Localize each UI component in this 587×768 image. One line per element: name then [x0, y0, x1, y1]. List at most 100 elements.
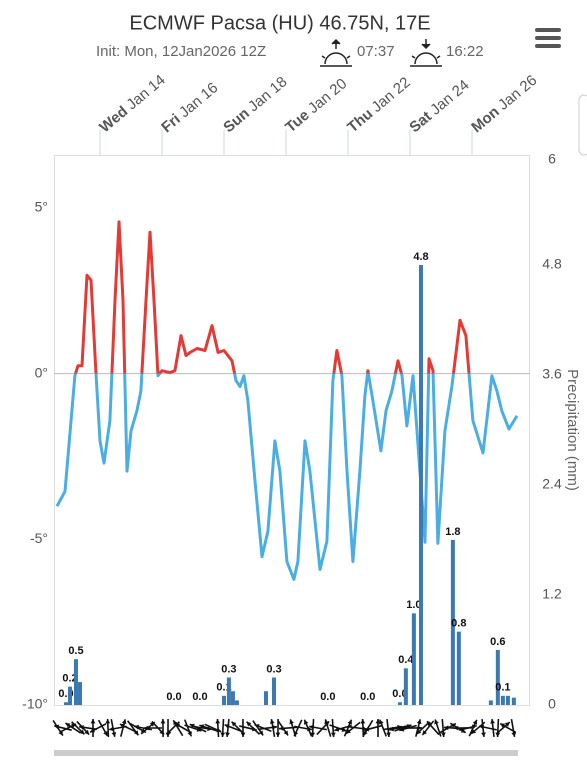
wind-arrow-head — [289, 719, 294, 725]
wind-arrow-head — [454, 725, 459, 731]
wind-arrow-head — [258, 730, 264, 736]
wind-arrow-head — [224, 724, 230, 729]
wind-arrow-head — [90, 728, 96, 733]
day-label: TueJan 20 — [282, 75, 350, 136]
wind-arrow-head — [215, 719, 221, 724]
precip-label: 0.5 — [68, 645, 83, 657]
precip-label: 0.3 — [221, 663, 236, 675]
precip-label: 0.0 — [166, 691, 181, 703]
precip-bar — [226, 677, 231, 705]
wind-arrow-head — [84, 729, 90, 735]
y-tick-label: -5° — [30, 530, 48, 546]
precip-bar — [495, 650, 500, 705]
wind-arrow-head — [134, 724, 139, 730]
wind-arrow-head — [225, 732, 230, 737]
day-date: Jan 26 — [495, 72, 540, 114]
wind-arrow-head — [166, 729, 172, 735]
day-weekday: Wed — [96, 103, 131, 136]
precip-bar — [505, 695, 510, 705]
precip-label: 0.3 — [266, 663, 281, 675]
precip-bar — [500, 695, 505, 705]
scrollbar — [578, 94, 587, 156]
wind-arrow-head — [269, 719, 275, 724]
wind-arrow-head — [347, 719, 352, 725]
precip-bar — [450, 540, 455, 705]
wind-arrow-head — [310, 732, 316, 737]
wind-arrow-head — [399, 727, 405, 732]
y2-tick-label: 3.6 — [542, 366, 562, 382]
precip-bar — [271, 677, 276, 705]
wind-arrow-head — [254, 724, 260, 729]
wind-arrow-head — [309, 724, 314, 730]
navigator — [54, 750, 518, 756]
precip-label: 1.8 — [445, 526, 460, 538]
wind-arrow-head — [79, 729, 85, 735]
wind-arrow-head — [416, 719, 422, 725]
wind-arrow-head — [173, 720, 178, 726]
wind-arrow-head — [416, 729, 422, 735]
y2-tick-label: 2.4 — [542, 476, 562, 492]
wind-arrow-head — [283, 730, 289, 736]
wind-arrow-head — [103, 730, 108, 736]
precip-label: 0.0 — [320, 691, 335, 703]
precip-bar — [411, 613, 416, 705]
precip-bar — [230, 691, 235, 705]
wind-arrow-head — [511, 732, 517, 737]
wind-arrow-head — [160, 719, 166, 724]
precip-bar — [403, 668, 408, 705]
wind-arrow-head — [364, 726, 370, 732]
precip-bar — [397, 702, 402, 705]
sunrise-time: 07:37 — [357, 43, 395, 60]
wind-arrow-head — [444, 725, 449, 731]
y-tick-label: 5° — [35, 199, 48, 215]
day-label: SatJan 24 — [406, 77, 472, 137]
wind-arrow-head — [426, 721, 432, 727]
day-weekday: Thu — [344, 105, 376, 136]
precip-bar — [234, 700, 239, 705]
day-weekday: Tue — [282, 107, 313, 136]
wind-arrow-head — [109, 726, 114, 732]
precip-bar — [418, 265, 423, 705]
y2-tick-label: 1.2 — [542, 586, 562, 602]
wind-arrow-head — [379, 719, 384, 725]
wind-arrow-head — [54, 724, 60, 730]
y2-axis-label: Precipitation (mm) — [564, 369, 581, 491]
day-label: SunJan 18 — [220, 73, 290, 136]
precip-label: 0.2 — [62, 673, 77, 685]
precip-label: 0.0 — [392, 688, 407, 700]
wind-arrow-head — [144, 725, 149, 731]
y2-tick-label: 0 — [548, 696, 556, 712]
chart-subtitle: Init: Mon, 12Jan2026 12Z — [96, 43, 266, 60]
day-label: ThuJan 22 — [344, 74, 414, 136]
precip-bar — [488, 700, 493, 705]
day-weekday: Sat — [406, 108, 435, 136]
wind-arrow-head — [111, 732, 117, 737]
menu-button[interactable] — [535, 28, 561, 48]
precip-label: 1.0 — [406, 599, 421, 611]
y-tick-label: 0° — [35, 364, 48, 380]
precip-bar — [73, 659, 78, 705]
wind-arrow-head — [389, 726, 395, 732]
wind-arrow-head — [472, 719, 478, 725]
wind-arrow-head — [500, 723, 506, 728]
day-weekday: Mon — [468, 103, 503, 136]
y2-tick-label: 4.8 — [542, 256, 562, 272]
wind-arrow-head — [363, 730, 368, 736]
day-label: WedJan 14 — [96, 71, 169, 136]
day-label: MonJan 26 — [468, 72, 540, 136]
temperature-line — [55, 220, 519, 581]
precip-label: 0.1 — [495, 682, 510, 694]
precip-bar — [77, 682, 82, 705]
wind-arrow-head — [460, 728, 466, 733]
day-date: Jan 24 — [427, 77, 472, 119]
wind-arrow-head — [246, 721, 252, 727]
precip-label: 0.6 — [490, 636, 505, 648]
wind-arrow-head — [479, 724, 484, 730]
precip-label: 0.0 — [360, 691, 375, 703]
day-date: Jan 16 — [176, 79, 221, 121]
wind-arrow-head — [90, 719, 96, 724]
day-label: FriJan 16 — [158, 79, 221, 136]
precip-bar — [456, 631, 461, 705]
sunrise-icon — [320, 38, 352, 67]
wind-arrow-head — [324, 719, 329, 725]
